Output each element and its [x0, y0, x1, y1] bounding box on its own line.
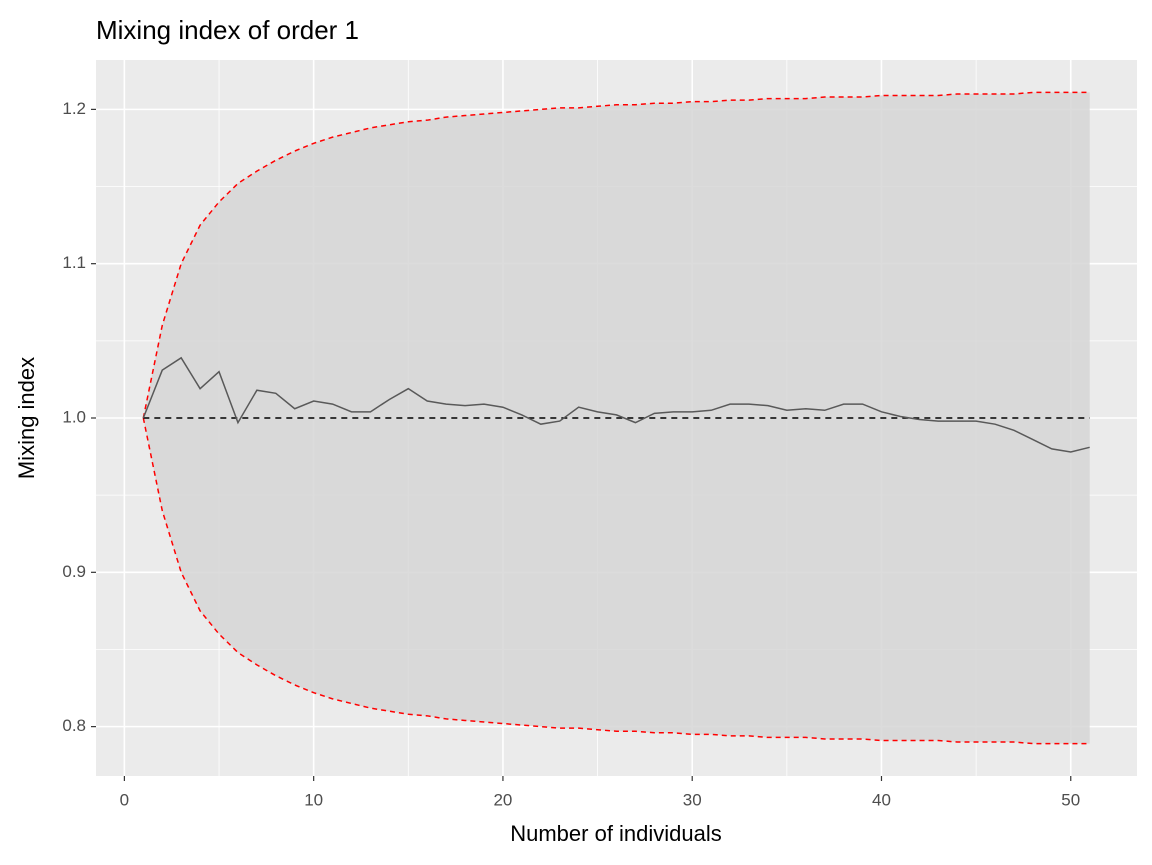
x-tick-label: 40 [872, 790, 891, 809]
envelope-lower [142, 417, 1090, 745]
x-tick-label: 10 [304, 790, 323, 809]
y-axis-title: Mixing index [14, 357, 39, 479]
y-tick-label: 0.8 [62, 716, 86, 735]
y-tick-label: 1.1 [62, 253, 86, 272]
x-tick-label: 20 [493, 790, 512, 809]
y-tick-label: 1.0 [62, 407, 86, 426]
y-tick-label: 0.9 [62, 562, 86, 581]
chart-title: Mixing index of order 1 [96, 15, 359, 45]
x-tick-label: 50 [1061, 790, 1080, 809]
series-line [142, 356, 1090, 453]
x-tick-label: 30 [683, 790, 702, 809]
y-tick-label: 1.2 [62, 99, 86, 118]
x-axis-title: Number of individuals [510, 821, 722, 846]
x-tick-label: 0 [120, 790, 129, 809]
envelope-upper [142, 91, 1090, 419]
